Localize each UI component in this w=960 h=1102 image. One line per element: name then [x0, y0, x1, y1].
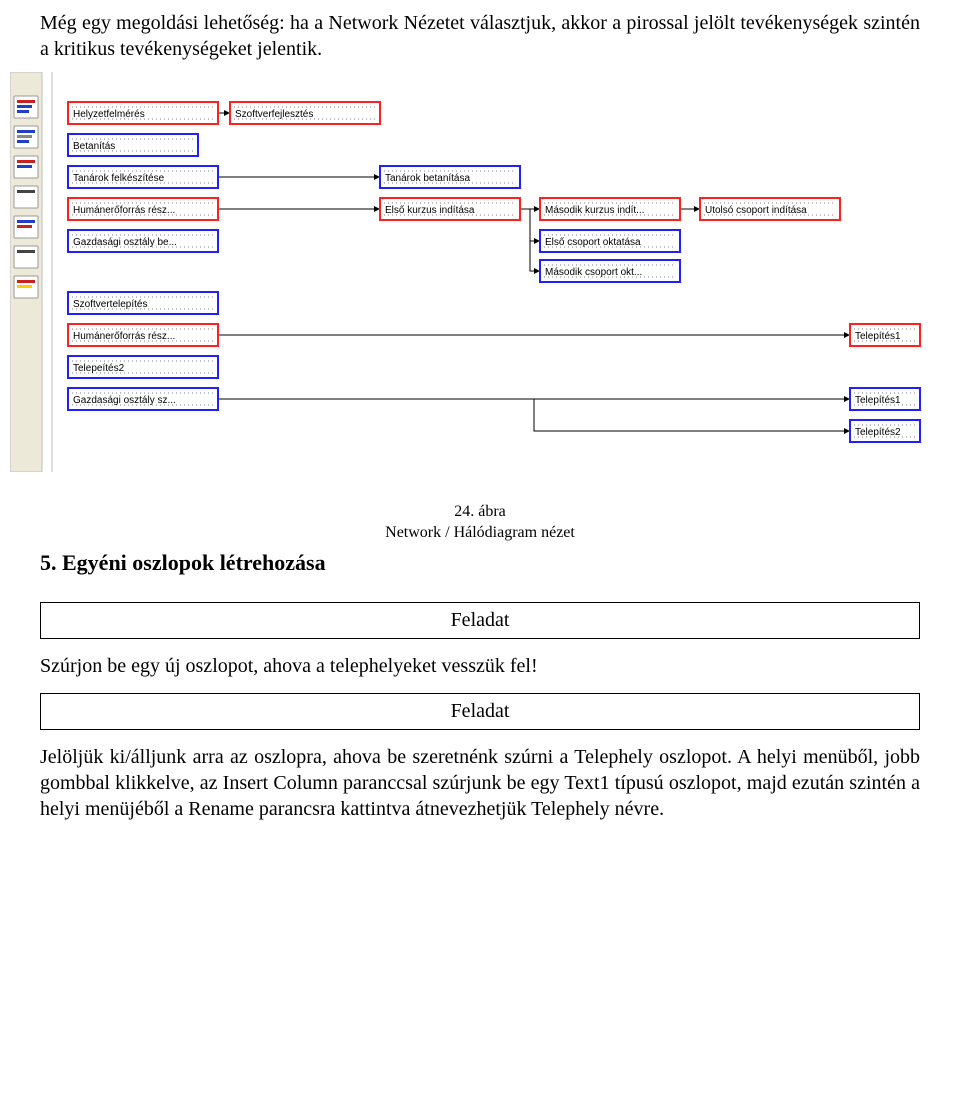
svg-text:Humánerőforrás rész...: Humánerőforrás rész...: [73, 331, 175, 342]
svg-text:Első csoport oktatása: Első csoport oktatása: [545, 237, 641, 248]
task1-text: Szúrjon be egy új oszlopot, ahova a tele…: [40, 653, 920, 679]
svg-text:Helyzetfelmérés: Helyzetfelmérés: [73, 109, 145, 120]
network-diagram-svg: Helyzetfelmérés Szoftverfejlesztés Betanít…: [10, 72, 930, 472]
svg-text:Tanárok felkészítése: Tanárok felkészítése: [73, 173, 165, 184]
svg-text:Első kurzus indítása: Első kurzus indítása: [385, 205, 475, 216]
task-box-2: Feladat: [40, 693, 920, 730]
svg-text:Telepítés2: Telepítés2: [855, 427, 901, 438]
svg-text:Gazdasági osztály sz...: Gazdasági osztály sz...: [73, 395, 176, 406]
svg-text:Utolsó csoport indítása: Utolsó csoport indítása: [705, 205, 807, 216]
svg-text:Szoftverfejlesztés: Szoftverfejlesztés: [235, 109, 313, 120]
svg-text:Telepeítés2: Telepeítés2: [73, 363, 125, 374]
svg-text:Tanárok betanítása: Tanárok betanítása: [385, 173, 470, 184]
section-heading: 5. Egyéni oszlopok létrehozása: [40, 550, 920, 576]
svg-text:Szoftvertelepítés: Szoftvertelepítés: [73, 299, 147, 310]
task-box-1: Feladat: [40, 602, 920, 639]
intro-paragraph: Még egy megoldási lehetőség: ha a Networ…: [40, 10, 920, 62]
caption-number: 24. ábra: [454, 503, 506, 520]
svg-text:Telepítés1: Telepítés1: [855, 331, 901, 342]
svg-text:Második csoport okt...: Második csoport okt...: [545, 267, 642, 278]
figure-caption: 24. ábra Network / Hálódiagram nézet: [40, 502, 920, 544]
caption-title: Network / Hálódiagram nézet: [385, 524, 575, 541]
svg-text:Telepítés1: Telepítés1: [855, 395, 901, 406]
task2-text: Jelöljük ki/álljunk arra az oszlopra, ah…: [40, 744, 920, 822]
svg-text:Humánerőforrás rész...: Humánerőforrás rész...: [73, 205, 175, 216]
svg-text:Gazdasági osztály be...: Gazdasági osztály be...: [73, 237, 177, 248]
svg-text:Betanítás: Betanítás: [73, 141, 115, 152]
network-diagram-figure: Helyzetfelmérés Szoftverfejlesztés Betanít…: [10, 72, 920, 472]
svg-text:Második kurzus indít...: Második kurzus indít...: [545, 205, 644, 216]
